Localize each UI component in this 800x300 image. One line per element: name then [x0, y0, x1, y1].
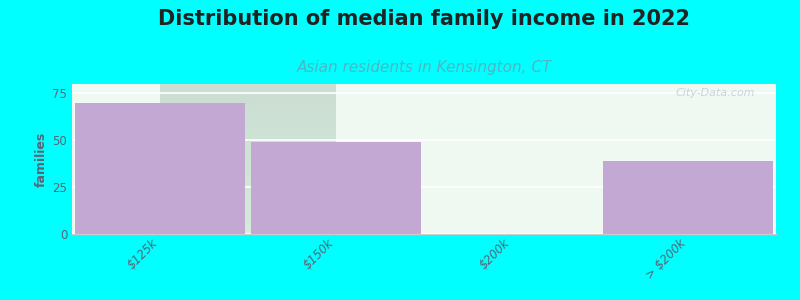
- Text: Distribution of median family income in 2022: Distribution of median family income in …: [158, 9, 690, 29]
- Text: Asian residents in Kensington, CT: Asian residents in Kensington, CT: [296, 60, 552, 75]
- Bar: [74, 103, 246, 234]
- Y-axis label: families: families: [35, 131, 48, 187]
- Bar: [602, 161, 774, 234]
- Text: City-Data.com: City-Data.com: [675, 88, 755, 98]
- Bar: [250, 142, 422, 234]
